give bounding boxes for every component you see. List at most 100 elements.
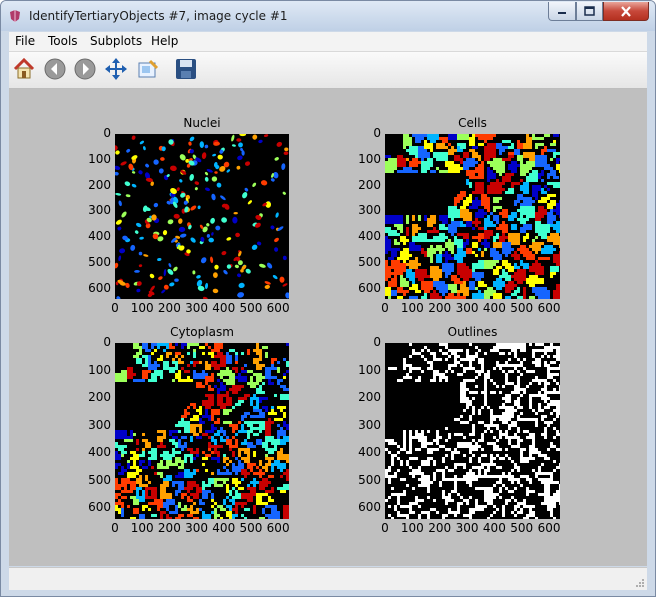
label-pixel — [418, 215, 421, 218]
label-pixel — [211, 418, 214, 421]
label-pixel — [250, 382, 253, 385]
label-pixel — [490, 191, 493, 194]
menu-tools[interactable]: Tools — [48, 34, 78, 48]
label-pixel — [283, 412, 286, 415]
label-pixel — [487, 179, 490, 182]
home-button[interactable] — [11, 56, 37, 82]
label-pixel — [487, 152, 490, 155]
label-pixel — [529, 197, 532, 200]
label-pixel — [403, 278, 406, 281]
label-pixel — [535, 212, 538, 215]
label-pixel — [538, 200, 541, 203]
label-pixel — [553, 185, 556, 188]
label-pixel — [544, 155, 547, 158]
outline-pixel — [469, 451, 472, 454]
outline-pixel — [412, 487, 415, 490]
label-pixel — [205, 454, 208, 457]
label-pixel — [262, 442, 265, 445]
outline-pixel — [550, 505, 553, 508]
label-pixel — [385, 161, 388, 164]
menu-file[interactable]: File — [15, 34, 36, 48]
outline-pixel — [433, 370, 436, 373]
cells-image[interactable] — [385, 134, 560, 299]
label-pixel — [157, 436, 160, 439]
maximize-button[interactable] — [576, 2, 603, 21]
cytoplasm-image[interactable] — [115, 343, 289, 519]
outline-pixel — [505, 406, 508, 409]
label-pixel — [445, 272, 448, 275]
pan-button[interactable] — [103, 56, 129, 82]
zoom-button[interactable] — [135, 56, 161, 82]
label-pixel — [400, 230, 403, 233]
label-pixel — [463, 203, 466, 206]
close-button[interactable] — [603, 2, 649, 21]
label-pixel — [550, 209, 553, 212]
label-pixel — [433, 230, 436, 233]
outline-pixel — [505, 361, 508, 364]
nuclei-image[interactable] — [115, 134, 289, 299]
label-pixel — [421, 278, 424, 281]
label-pixel — [553, 254, 556, 257]
label-pixel — [238, 373, 241, 376]
label-pixel — [451, 293, 454, 296]
outline-pixel — [484, 385, 487, 388]
outline-pixel — [493, 382, 496, 385]
label-pixel — [277, 424, 280, 427]
label-pixel — [538, 158, 541, 161]
label-pixel — [499, 197, 502, 200]
outline-pixel — [445, 502, 448, 505]
resize-grip-icon[interactable] — [635, 578, 645, 588]
label-pixel — [394, 254, 397, 257]
outline-pixel — [388, 481, 391, 484]
label-pixel — [418, 278, 421, 281]
outline-pixel — [442, 373, 445, 376]
menu-help[interactable]: Help — [151, 34, 179, 48]
label-pixel — [442, 224, 445, 227]
outline-pixel — [493, 511, 496, 514]
label-pixel — [526, 224, 529, 227]
label-pixel — [481, 167, 484, 170]
outline-pixel — [478, 445, 481, 448]
label-pixel — [502, 239, 505, 242]
label-pixel — [151, 466, 154, 469]
outline-pixel — [421, 484, 424, 487]
outline-pixel — [499, 487, 502, 490]
label-pixel — [454, 149, 457, 152]
minimize-button[interactable] — [548, 2, 576, 21]
label-pixel — [196, 484, 199, 487]
outline-pixel — [529, 508, 532, 511]
outlines-image[interactable] — [385, 343, 560, 519]
outline-pixel — [541, 418, 544, 421]
label-pixel — [265, 433, 268, 436]
label-pixel — [184, 445, 187, 448]
label-pixel — [259, 352, 262, 355]
label-pixel — [169, 499, 172, 502]
label-pixel — [457, 170, 460, 173]
label-pixel — [445, 287, 448, 290]
label-pixel — [442, 140, 445, 143]
label-pixel — [226, 412, 229, 415]
label-pixel — [247, 442, 250, 445]
x-tick-label: 400 — [482, 301, 506, 315]
back-button[interactable] — [42, 56, 68, 82]
outline-pixel — [445, 499, 448, 502]
label-pixel — [157, 472, 160, 475]
label-pixel — [187, 514, 190, 517]
label-pixel — [463, 281, 466, 284]
label-pixel — [523, 209, 526, 212]
label-pixel — [256, 442, 259, 445]
nucleus-blob — [221, 217, 227, 223]
outline-pixel — [523, 418, 526, 421]
nucleus-blob — [192, 270, 196, 275]
title-bar[interactable]: IdentifyTertiaryObjects #7, image cycle … — [1, 1, 655, 31]
outline-pixel — [403, 493, 406, 496]
outline-pixel — [550, 400, 553, 403]
forward-button[interactable] — [72, 56, 98, 82]
save-button[interactable] — [173, 56, 199, 82]
menu-subplots[interactable]: Subplots — [90, 34, 143, 48]
label-pixel — [505, 251, 508, 254]
label-pixel — [241, 418, 244, 421]
outline-pixel — [541, 343, 544, 346]
label-pixel — [496, 266, 499, 269]
outline-pixel — [421, 472, 424, 475]
